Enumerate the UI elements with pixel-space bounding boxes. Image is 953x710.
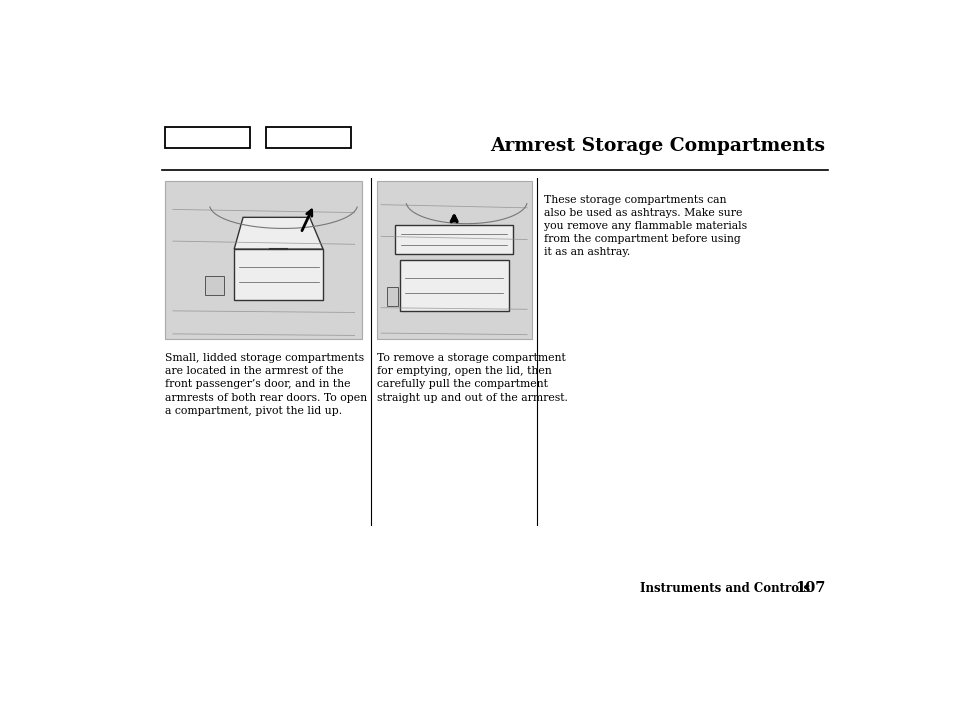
Bar: [165, 127, 250, 148]
Point: [531, 521, 542, 530]
Text: 107: 107: [794, 581, 824, 595]
Text: Instruments and Controls: Instruments and Controls: [639, 581, 810, 595]
Text: To remove a storage compartment
for emptying, open the lid, then
carefully pull : To remove a storage compartment for empt…: [376, 353, 567, 403]
Bar: [265, 127, 351, 148]
Bar: [204, 275, 224, 295]
Bar: [387, 287, 397, 306]
Bar: [233, 249, 323, 300]
Bar: [399, 260, 508, 311]
Point: [364, 521, 375, 530]
Point: [531, 174, 542, 182]
Text: These storage compartments can
also be used as ashtrays. Make sure
you remove an: These storage compartments can also be u…: [544, 195, 747, 257]
Bar: [395, 225, 513, 253]
Polygon shape: [233, 217, 323, 249]
Bar: [376, 181, 531, 339]
Bar: [165, 181, 362, 339]
Text: Small, lidded storage compartments
are located in the armrest of the
front passe: Small, lidded storage compartments are l…: [165, 353, 367, 416]
Point: [364, 174, 375, 182]
Text: Armrest Storage Compartments: Armrest Storage Compartments: [490, 137, 824, 155]
